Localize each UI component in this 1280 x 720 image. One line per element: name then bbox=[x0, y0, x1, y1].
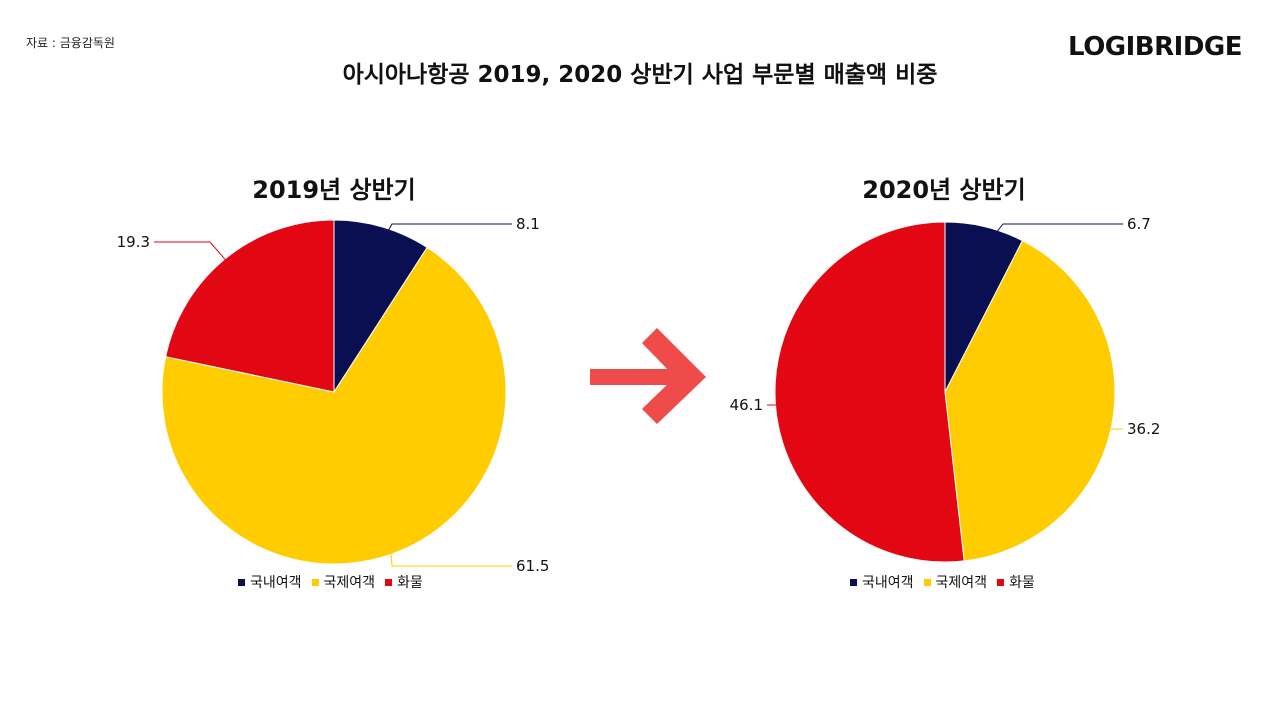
data-label: 46.1 bbox=[730, 396, 763, 414]
leader-line bbox=[977, 223, 1123, 257]
legend-swatch bbox=[311, 578, 319, 586]
data-label: 19.3 bbox=[117, 233, 150, 251]
page-title: 아시아나항공 2019, 2020 상반기 사업 부문별 매출액 비중 bbox=[342, 62, 938, 88]
legend-2020: 국내여객 국제여객 화물 bbox=[850, 572, 1035, 592]
data-label: 8.1 bbox=[516, 215, 540, 233]
legend-swatch bbox=[850, 578, 857, 586]
legend-item: 국제여객 bbox=[311, 572, 376, 592]
pie-slice bbox=[944, 239, 1116, 562]
leader-line bbox=[154, 241, 246, 283]
arrow-shaft bbox=[590, 369, 675, 385]
leader-line bbox=[387, 522, 512, 567]
legend-swatch bbox=[923, 578, 931, 586]
pie-slice bbox=[333, 219, 428, 394]
pie-slice bbox=[774, 221, 965, 563]
pie-title-2019: 2019년 상반기 bbox=[252, 176, 416, 204]
brand-logo: LOGIBRIDGE bbox=[1068, 32, 1242, 62]
legend-swatch bbox=[238, 578, 245, 586]
legend-swatch bbox=[997, 578, 1005, 586]
legend-item: 국제여객 bbox=[923, 572, 988, 592]
source-note: 자료 : 금융감독원 bbox=[26, 36, 115, 50]
leader-line bbox=[373, 223, 512, 257]
legend-2019: 국내여객 국제여객 화물 bbox=[238, 572, 423, 592]
legend-label: 화물 bbox=[1009, 575, 1035, 591]
pie-title-2020: 2020년 상반기 bbox=[862, 176, 1026, 204]
legend-item: 화물 bbox=[997, 572, 1035, 592]
legend-label: 국제여객 bbox=[935, 575, 988, 591]
legend-swatch bbox=[385, 578, 393, 586]
data-label: 6.7 bbox=[1127, 215, 1151, 233]
pie-slice bbox=[165, 219, 335, 393]
legend-label: 화물 bbox=[397, 575, 423, 591]
legend-label: 국내여객 bbox=[250, 575, 302, 591]
leader-line bbox=[1081, 416, 1123, 430]
legend-item: 국내여객 bbox=[850, 572, 914, 592]
arrow-right-icon bbox=[642, 328, 706, 424]
pie-slice bbox=[161, 246, 507, 565]
legend-item: 화물 bbox=[385, 572, 423, 592]
legend-item: 국내여객 bbox=[238, 572, 302, 592]
data-label: 36.2 bbox=[1127, 420, 1160, 438]
data-label: 61.5 bbox=[516, 557, 549, 575]
legend-label: 국내여객 bbox=[862, 575, 914, 591]
leader-line bbox=[767, 399, 807, 406]
legend-label: 국제여객 bbox=[323, 575, 376, 591]
